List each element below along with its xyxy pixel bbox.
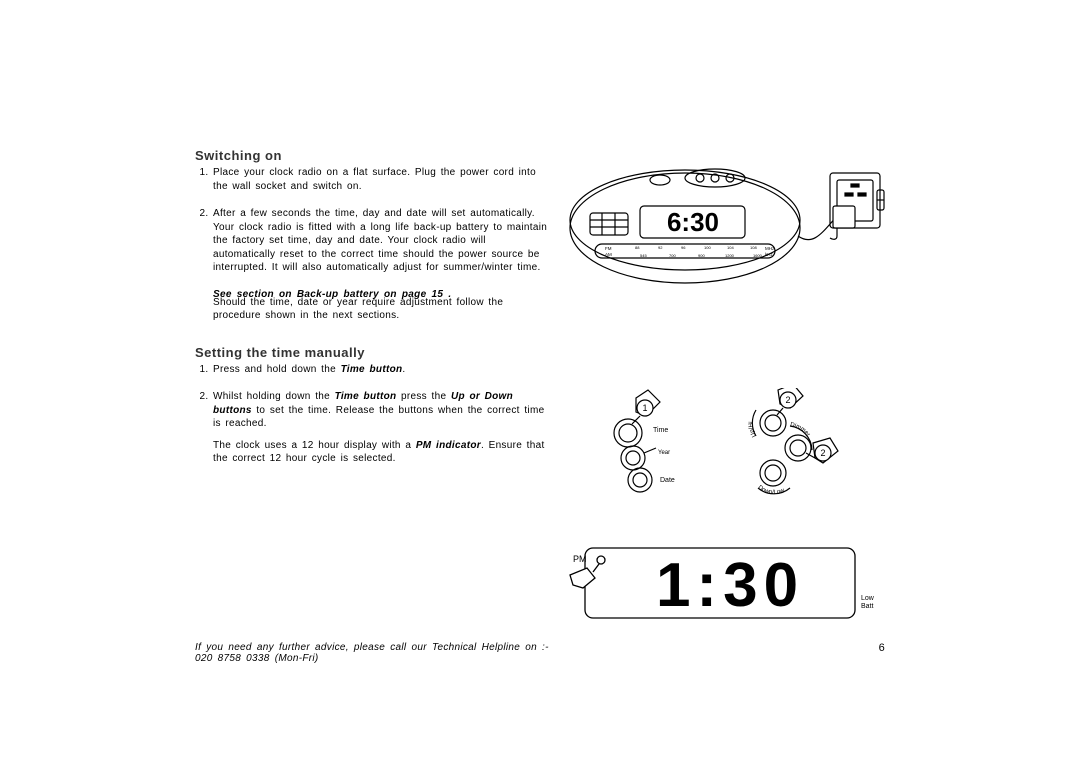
svg-text:1600: 1600	[753, 253, 763, 258]
switching-on-heading: Switching on	[195, 148, 550, 163]
clock-radio-illustration: 6:30 FM AM MHz kHz 88 92 96 100 104 108 …	[565, 158, 885, 298]
svg-text:kHz: kHz	[765, 252, 773, 257]
setting-time-item-2: Whilst holding down the Time button pres…	[213, 390, 550, 431]
setting-time-item-1: Press and hold down the Time button.	[213, 363, 550, 377]
svg-text:Up/Hi: Up/Hi	[748, 421, 757, 437]
svg-text:100: 100	[704, 245, 711, 250]
svg-text:Time: Time	[653, 427, 668, 434]
svg-text:6:30: 6:30	[667, 207, 719, 237]
svg-text:700: 700	[669, 253, 676, 258]
button-press-illustration: Time Year Date 1 Up/Hi Dimmer Down/Low 2…	[598, 388, 858, 508]
switching-on-list: Place your clock radio on a flat surface…	[195, 166, 550, 275]
setting-time-heading: Setting the time manually	[195, 345, 550, 360]
switching-on-item-1: Place your clock radio on a flat surface…	[213, 166, 550, 193]
svg-text:FM: FM	[605, 246, 612, 251]
svg-text:92: 92	[658, 245, 663, 250]
svg-text:104: 104	[727, 245, 734, 250]
svg-text:Batt: Batt	[861, 603, 874, 610]
svg-text:545: 545	[640, 253, 647, 258]
svg-text:108: 108	[750, 245, 757, 250]
svg-text:MHz: MHz	[765, 246, 775, 251]
after-note: Should the time, date or year require ad…	[213, 296, 550, 323]
page-number: 6	[879, 642, 885, 654]
setting-time-list: Press and hold down the Time button. Whi…	[195, 363, 550, 431]
svg-text:900: 900	[698, 253, 705, 258]
page-footer: If you need any further advice, please c…	[195, 642, 885, 664]
switching-on-item-2: After a few seconds the time, day and da…	[213, 207, 550, 275]
svg-text:1: 1	[642, 403, 647, 413]
svg-text:2: 2	[820, 448, 825, 458]
svg-text:Low: Low	[861, 595, 875, 602]
svg-text:Year: Year	[658, 450, 670, 456]
svg-text:96: 96	[681, 245, 686, 250]
svg-text:PM: PM	[573, 554, 587, 564]
svg-text:2: 2	[785, 395, 790, 405]
svg-text:88: 88	[635, 245, 640, 250]
setting-time-extra: The clock uses a 12 hour display with a …	[213, 439, 550, 466]
svg-text:1:30: 1:30	[656, 551, 804, 620]
display-illustration: PM 1:30 Low Batt	[565, 540, 885, 630]
svg-text:1200: 1200	[725, 253, 735, 258]
svg-text:AM: AM	[605, 252, 612, 257]
footer-line1: If you need any further advice, please c…	[195, 642, 885, 653]
footer-line2: 020 8758 0338 (Mon-Fri)	[195, 653, 885, 664]
svg-text:Date: Date	[660, 477, 675, 484]
